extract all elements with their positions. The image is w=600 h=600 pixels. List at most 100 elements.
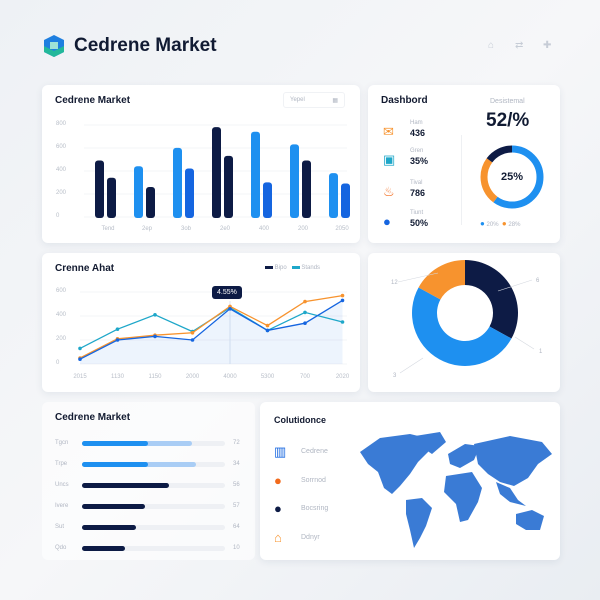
leader-line <box>514 336 535 350</box>
stat-label: Tiunt <box>410 210 424 216</box>
stat-value: 35% <box>410 156 429 166</box>
bar <box>290 144 299 218</box>
data-point <box>303 310 307 315</box>
bar <box>95 160 104 218</box>
bar <box>302 160 311 218</box>
x-tick: 400 <box>258 226 269 232</box>
asia <box>474 436 552 486</box>
progress-fill <box>82 525 137 530</box>
home-icon[interactable]: ⌂ <box>488 40 495 51</box>
legend-dot-blue: ● <box>480 219 485 228</box>
donut-legend: ● 20% ● 28% <box>480 219 520 228</box>
legend-blue-label: 20% <box>486 222 499 228</box>
bar <box>224 155 233 218</box>
x-tick: 3ob <box>180 226 191 232</box>
legend-dot-orange: ● <box>501 219 507 228</box>
map-item-label: Bocsring <box>301 505 329 512</box>
data-point <box>78 346 82 351</box>
pie-label: 3 <box>393 373 397 379</box>
x-tick: Tend <box>101 226 115 232</box>
australia <box>516 510 544 530</box>
x-tick: 200 <box>297 226 308 232</box>
kpi-donut <box>480 145 544 209</box>
row-value: 64 <box>233 524 240 530</box>
pie-label: 6 <box>536 278 540 284</box>
map-item-label: Sorrnod <box>301 476 326 484</box>
pie-label: 1 <box>539 349 543 355</box>
x-tick: 2ep <box>141 226 152 232</box>
stat-value: 786 <box>410 188 426 198</box>
x-tick: 700 <box>299 374 310 380</box>
donut-center-value: 25% <box>500 171 524 183</box>
pie-slice <box>412 287 512 366</box>
map-list-item[interactable]: ⌂ Ddnyr <box>274 530 354 546</box>
stat-item: ▣ Gren 35% <box>383 148 453 172</box>
row-value: 57 <box>233 503 240 509</box>
europe <box>448 444 480 468</box>
progress-fill <box>82 483 170 488</box>
bar <box>173 147 182 218</box>
y-tick: 400 <box>56 167 67 173</box>
leader-line <box>397 272 439 283</box>
row-label: Trpe <box>55 461 68 467</box>
mail-icon: ✉ <box>383 124 394 139</box>
x-tick: 2000 <box>185 374 200 380</box>
leader-line <box>497 279 533 292</box>
x-tick: 4000 <box>223 374 237 380</box>
map-item-label: Cedrene <box>301 448 328 455</box>
progress-fill <box>82 462 148 467</box>
user-tie-icon: ● <box>274 501 282 516</box>
filter-button[interactable]: Yepel ▦ <box>283 92 345 108</box>
map-card: Colutidonce ▥ Cedrene ● Sorrnod ● Bocsri… <box>260 402 560 560</box>
x-tick: 5300 <box>260 374 275 380</box>
legend-swatch-dark <box>265 265 273 269</box>
map-list-item[interactable]: ▥ Cedrene <box>274 444 354 460</box>
map-list-item[interactable]: ● Bocsring <box>274 501 354 517</box>
data-point <box>78 357 82 361</box>
stat-label: Tival <box>410 180 423 186</box>
stat-value: 436 <box>410 128 426 138</box>
fire-icon: ♨ <box>383 184 395 199</box>
x-tick: 2015 <box>73 374 87 380</box>
progress-track <box>82 546 225 551</box>
data-point <box>265 328 270 333</box>
south-america <box>406 498 432 548</box>
settings-icon[interactable]: ✚ <box>543 40 552 51</box>
bar <box>146 186 155 218</box>
bar <box>263 182 272 218</box>
progress-fill <box>82 546 125 551</box>
kpi-label: Desistemal <box>490 98 525 105</box>
legend-orange-label: 28% <box>508 222 521 228</box>
kpi-value: 52/% <box>486 110 530 131</box>
row-value: 10 <box>233 545 240 551</box>
app-title: Cedrene Market <box>74 35 217 56</box>
progress-row: Ivere 57 <box>42 503 255 511</box>
map-list-item[interactable]: ● Sorrnod <box>274 473 354 489</box>
progress-row: Tgcn 72 <box>42 440 255 448</box>
progress-fill <box>82 504 145 509</box>
line-chart-card: Crenne Ahat Bipo Stands 600 400 200 0 2015 11… <box>42 253 360 392</box>
row-value: 72 <box>233 440 240 446</box>
map-card-title: Colutidonce <box>274 415 326 425</box>
line-card-title: Crenne Ahat <box>55 263 115 274</box>
row-label: Tgcn <box>55 440 69 446</box>
x-tick: 2e0 <box>219 226 230 232</box>
donut-segment <box>480 145 544 209</box>
x-tick: 1150 <box>148 374 162 380</box>
line-legend: Bipo Stands <box>265 265 320 271</box>
y-tick: 0 <box>56 360 60 366</box>
progress-row: Qdo 10 <box>42 545 255 553</box>
data-point <box>340 298 345 303</box>
pie-slice <box>465 260 518 339</box>
bar <box>107 177 116 218</box>
series-line <box>79 294 343 359</box>
donut-segment <box>480 145 544 209</box>
progress-track <box>82 504 225 509</box>
data-point <box>340 320 345 324</box>
share-icon[interactable]: ⇄ <box>515 40 524 51</box>
bar <box>134 166 143 218</box>
stat-item: ♨ Tival 786 <box>383 180 453 204</box>
bar-chart-card: Cedrene Market Yepel ▦ 800 600 400 200 0 Tend 2… <box>42 85 360 243</box>
area-fill <box>80 300 343 364</box>
data-point <box>115 327 120 331</box>
